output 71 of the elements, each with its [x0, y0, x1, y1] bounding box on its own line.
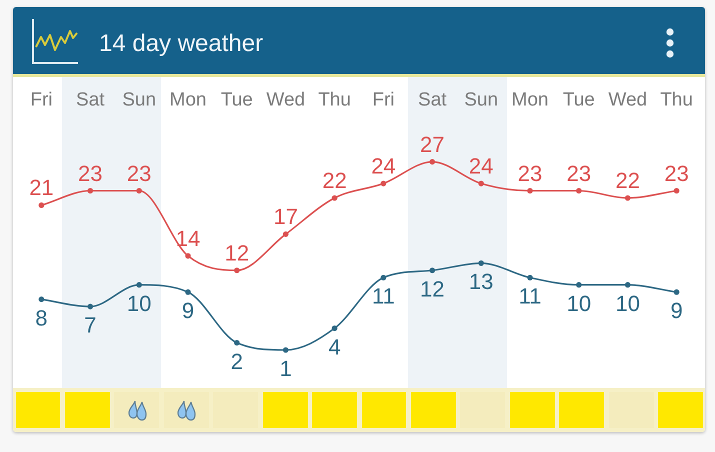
point — [624, 195, 631, 201]
data-label: 22 — [322, 168, 347, 193]
point — [332, 325, 338, 332]
x-tick-label: Sun — [122, 90, 156, 111]
point — [576, 282, 582, 288]
x-tick-label: Mon — [512, 90, 548, 111]
data-label: 11 — [372, 284, 395, 309]
point — [332, 195, 338, 201]
point — [478, 180, 484, 186]
point — [380, 274, 386, 280]
data-label: 24 — [371, 154, 396, 179]
data-label: 8 — [35, 305, 48, 330]
point — [674, 289, 680, 295]
x-tick-label: Sun — [464, 90, 498, 111]
data-label: 11 — [518, 284, 542, 309]
data-label: 7 — [84, 312, 96, 338]
data-label: 14 — [176, 226, 200, 251]
x-tick-label: Wed — [266, 90, 306, 111]
point — [185, 289, 191, 295]
data-label: 10 — [566, 290, 592, 316]
point — [136, 188, 142, 194]
x-tick-label: Wed — [608, 90, 648, 111]
x-tick-label: Tue — [562, 90, 595, 111]
point — [38, 296, 44, 302]
point — [576, 188, 582, 194]
data-label: 23 — [518, 160, 542, 186]
data-label: 23 — [664, 160, 689, 186]
point — [87, 304, 94, 310]
data-label: 21 — [29, 175, 54, 200]
x-tick-label: Sat — [418, 90, 448, 111]
data-label: 1 — [280, 356, 292, 382]
x-tick-label: Mon — [170, 90, 206, 111]
point — [674, 188, 680, 194]
point — [527, 188, 533, 194]
data-label: 17 — [273, 204, 298, 230]
point — [282, 347, 289, 353]
point — [429, 159, 436, 165]
x-tick-label: Tue — [220, 90, 253, 111]
data-label: 10 — [126, 290, 152, 316]
point — [478, 260, 484, 266]
data-label: 12 — [224, 240, 250, 266]
data-label: 23 — [566, 160, 592, 186]
x-tick-label: Thu — [318, 90, 351, 111]
point — [87, 188, 94, 194]
data-label: 12 — [420, 276, 445, 302]
point — [527, 274, 533, 280]
data-label: 23 — [126, 160, 152, 186]
point — [38, 202, 44, 208]
x-tick-label: Sat — [76, 90, 106, 111]
point — [282, 231, 289, 237]
point — [136, 282, 142, 288]
x-tick-label: Fri — [372, 90, 395, 111]
data-label: 13 — [468, 269, 494, 294]
data-label: 24 — [468, 154, 494, 179]
x-tick-label: Fri — [30, 90, 53, 111]
point — [380, 180, 386, 186]
point — [234, 340, 240, 346]
data-label: 27 — [420, 132, 445, 157]
data-label: 9 — [670, 298, 683, 324]
point — [429, 268, 436, 274]
data-label: 10 — [615, 290, 640, 316]
data-label: 23 — [78, 160, 103, 186]
x-tick-label: Thu — [660, 90, 693, 111]
point — [234, 268, 240, 274]
data-label: 9 — [182, 298, 194, 324]
point — [624, 282, 631, 288]
point — [185, 253, 191, 259]
chart-title: 14 day weather — [99, 30, 264, 58]
data-label: 4 — [328, 334, 341, 360]
data-label: 2 — [230, 348, 243, 374]
data-label: 22 — [615, 168, 640, 193]
